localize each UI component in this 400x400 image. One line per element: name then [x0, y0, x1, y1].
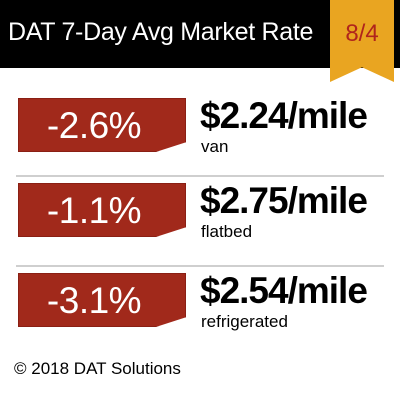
rate-row-flatbed: -1.1% $2.75/mile flatbed: [16, 175, 384, 257]
copyright-footer: © 2018 DAT Solutions: [14, 359, 181, 378]
change-value: -3.1%: [46, 280, 142, 321]
equipment-label: flatbed: [201, 222, 253, 241]
rate-row-refrigerated: -3.1% $2.54/mile refrigerated: [16, 265, 384, 347]
date-badge: 8/4: [330, 0, 394, 82]
rate-value: $2.75/mile: [200, 180, 368, 221]
row-divider: [16, 175, 384, 177]
equipment-label: van: [201, 137, 229, 156]
change-value: -1.1%: [46, 190, 142, 231]
row-divider: [16, 265, 384, 267]
header-title: DAT 7-Day Avg Market Rate: [8, 18, 314, 46]
change-badge: -3.1%: [18, 273, 186, 327]
change-badge: -1.1%: [18, 183, 186, 237]
rate-value: $2.24/mile: [200, 95, 368, 136]
rate-value: $2.54/mile: [200, 270, 368, 311]
change-badge: -2.6%: [18, 98, 186, 152]
rate-row-van: -2.6% $2.24/mile van: [16, 90, 384, 172]
change-value: -2.6%: [46, 105, 142, 146]
equipment-label: refrigerated: [201, 312, 288, 331]
date-text: 8/4: [345, 20, 379, 47]
